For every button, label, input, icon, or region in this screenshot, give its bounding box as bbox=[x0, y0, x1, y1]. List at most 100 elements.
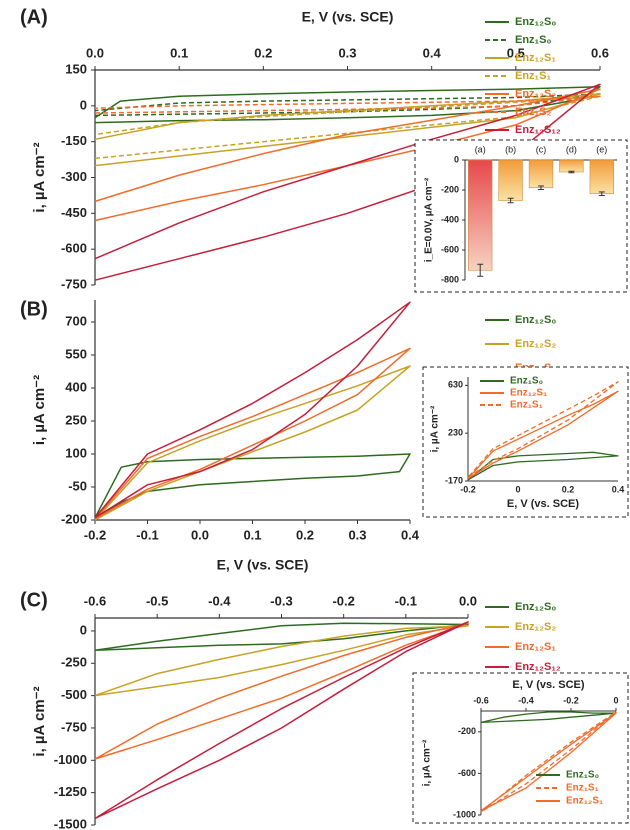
panel-b-inset-y-tick-2: -170 bbox=[445, 475, 463, 485]
panel-c-inset-legend-label-2: Enz₁₂S₁ bbox=[566, 796, 603, 807]
panel-a-x-title: E, V (vs. SCE) bbox=[302, 9, 394, 25]
panel-b-inset-frame bbox=[422, 366, 629, 518]
panel-c-y-tick-0: 0 bbox=[80, 622, 87, 637]
panel-a-y-title: i, µA cm⁻² bbox=[31, 142, 48, 212]
panel-a-legend-label-3: Enz₁S₁ bbox=[515, 70, 551, 82]
panel-c-inset-y-tick-0: -200 bbox=[458, 726, 476, 736]
panel-a-inset-y-tick-3: -600 bbox=[441, 244, 459, 254]
panel-a-y-tick-3: -300 bbox=[61, 169, 87, 184]
panel-a-series-2 bbox=[94, 93, 601, 167]
panel-c-y-tick-2: -500 bbox=[61, 687, 87, 702]
panel-b-inset-x-tick-1: 0 bbox=[515, 484, 520, 494]
panel-b-inset-legend-label-1: Enz₁₂S₁ bbox=[510, 388, 547, 399]
panel-b-inset-x-title: E, V (vs. SCE) bbox=[507, 498, 579, 510]
panel-a-inset-y-tick-1: -200 bbox=[441, 184, 459, 194]
panel-b-inset-x-tick-2: 0.2 bbox=[562, 484, 575, 494]
panel-c-x-tick-2: -0.4 bbox=[208, 593, 231, 608]
panel-b-series-2 bbox=[94, 347, 411, 520]
panel-a-series-6 bbox=[94, 83, 601, 281]
panel-a-y-tick-5: -600 bbox=[61, 241, 87, 256]
panel-a-series-3 bbox=[94, 95, 601, 160]
panel-a-legend-label-4: Enz₁₂S₂ bbox=[515, 88, 556, 100]
panel-b-series-3 bbox=[94, 301, 411, 519]
panel-a: (A) E, V (vs. SCE) i, µA cm⁻² 0.0 0.1 0.2 0.3 0… bbox=[20, 6, 628, 293]
panel-b-x-tick-6: 0.4 bbox=[401, 527, 420, 542]
panel-b-x-title: E, V (vs. SCE) bbox=[217, 557, 309, 573]
panel-a-legend-label-1: Enz₁S₀ bbox=[515, 34, 551, 46]
panel-a-inset-y-tick-0: 0 bbox=[454, 154, 459, 164]
panel-c-y-tick-4: -1000 bbox=[54, 752, 87, 767]
panel-b-y-tick-0: 700 bbox=[65, 313, 87, 328]
panel-a-inset-y-tick-2: -400 bbox=[441, 214, 459, 224]
panel-b-x-tick-2: 0.0 bbox=[191, 527, 209, 542]
panel-c-y-tick-3: -750 bbox=[61, 719, 87, 734]
panel-b-inset-x-tick-0: -0.2 bbox=[460, 484, 476, 494]
panel-a-x-tick-0: 0.0 bbox=[86, 45, 104, 60]
panel-a-x-tick-4: 0.4 bbox=[423, 45, 442, 60]
panel-b-x-tick-4: 0.2 bbox=[296, 527, 314, 542]
panel-c-legend-label-1: Enz₁₂S₂ bbox=[515, 621, 556, 633]
panel-a-inset-category-4: (e) bbox=[596, 144, 607, 154]
panel-a-y-tick-1: 0 bbox=[80, 97, 87, 112]
panel-c-legend-label-2: Enz₁₂S₁ bbox=[515, 641, 556, 653]
panel-a-inset-bar-2 bbox=[528, 159, 554, 189]
panel-b-inset-y-tick-0: 630 bbox=[448, 380, 463, 390]
panel-c-inset-x-title: E, V (vs. SCE) bbox=[512, 679, 584, 691]
panel-c-inset-y-title: i, µA cm⁻² bbox=[422, 739, 433, 786]
panel-a-inset-bar-3 bbox=[559, 159, 584, 173]
panel-b-legend-label-1: Enz₁₂S₂ bbox=[515, 338, 556, 350]
panel-b: (B) i, µA cm⁻² -0.2 -0.1 0.0 0.1 0.2 0.3 0.4 700 5… bbox=[20, 298, 629, 573]
panel-a-inset-category-3: (d) bbox=[566, 144, 577, 154]
panel-b-inset-y-title: i, µA cm⁻² bbox=[430, 405, 441, 452]
panel-c-y-tick-5: -1250 bbox=[54, 784, 87, 799]
panel-c-series-2 bbox=[94, 622, 469, 760]
panel-b-y-title: i, µA cm⁻² bbox=[31, 375, 48, 445]
panel-c-inset-legend-label-1: Enz₁S₁ bbox=[566, 783, 599, 794]
panel-c-inset-y-tick-2: -1000 bbox=[453, 809, 476, 819]
panel-c-label: (C) bbox=[20, 589, 48, 611]
panel-b-inset-x-tick-3: 0.4 bbox=[612, 484, 625, 494]
panel-b-inset-series-1 bbox=[467, 390, 619, 480]
panel-c-legend-label-3: Enz₁₂S₁₂ bbox=[515, 661, 561, 673]
panel-a-legend-label-2: Enz₁₂S₁ bbox=[515, 52, 556, 64]
panel-a-legend-label-5: Enz₁S₂ bbox=[515, 106, 551, 118]
panel-b-y-tick-6: -200 bbox=[61, 511, 87, 526]
panel-c-inset-y-tick-1: -600 bbox=[458, 768, 476, 778]
panel-b-y-tick-3: 250 bbox=[65, 412, 87, 427]
panel-c-inset-x-tick-0: -0.6 bbox=[473, 695, 489, 705]
panel-a-series-5 bbox=[94, 95, 601, 114]
panel-c-x-tick-6: 0.0 bbox=[459, 593, 477, 608]
panel-a-y-tick-2: -150 bbox=[61, 133, 87, 148]
panel-a-inset-bar-4 bbox=[589, 159, 614, 195]
panel-b-legend-label-0: Enz₁₂S₀ bbox=[515, 314, 556, 326]
panel-a-y-tick-4: -450 bbox=[61, 205, 87, 220]
panel-c-x-tick-5: -0.1 bbox=[395, 593, 417, 608]
panel-a-series-4 bbox=[94, 88, 601, 222]
panel-c-inset-x-tick-2: -0.2 bbox=[563, 695, 579, 705]
panel-c-x-tick-0: -0.6 bbox=[84, 593, 106, 608]
panel-c-x-tick-4: -0.2 bbox=[332, 593, 354, 608]
panel-b-y-tick-1: 550 bbox=[65, 346, 87, 361]
panel-c-series-0 bbox=[94, 622, 469, 652]
panel-a-x-tick-5: 0.5 bbox=[507, 45, 525, 60]
panel-c-y-tick-1: -250 bbox=[61, 655, 87, 670]
panel-a-x-tick-6: 0.6 bbox=[591, 45, 609, 60]
panel-c-inset-series-2 bbox=[480, 712, 617, 812]
panel-a-legend-label-6: Enz₁₂S₁₂ bbox=[515, 124, 561, 136]
panel-c-inset-x-tick-1: -0.4 bbox=[518, 695, 534, 705]
panel-a-series-0 bbox=[94, 85, 601, 124]
panel-a-x-tick-1: 0.1 bbox=[170, 45, 188, 60]
panel-c-series-3 bbox=[94, 621, 469, 820]
panel-b-inset-series-2 bbox=[467, 381, 619, 478]
panel-b-y-tick-2: 400 bbox=[65, 379, 87, 394]
panel-c-legend-label-0: Enz₁₂S₀ bbox=[515, 601, 556, 613]
panel-a-y-tick-6: -750 bbox=[61, 276, 87, 291]
panel-b-inset-legend-label-0: Enz₁S₀ bbox=[510, 376, 543, 387]
panel-a-legend-label-0: Enz₁₂S₀ bbox=[515, 16, 556, 28]
panel-c-series-1 bbox=[94, 625, 469, 697]
panel-a-inset-category-0: (a) bbox=[475, 144, 486, 154]
panel-b-inset-legend-label-2: Enz₁S₁ bbox=[510, 400, 543, 411]
panel-b-x-tick-3: 0.1 bbox=[243, 527, 261, 542]
panel-b-label: (B) bbox=[20, 298, 48, 320]
